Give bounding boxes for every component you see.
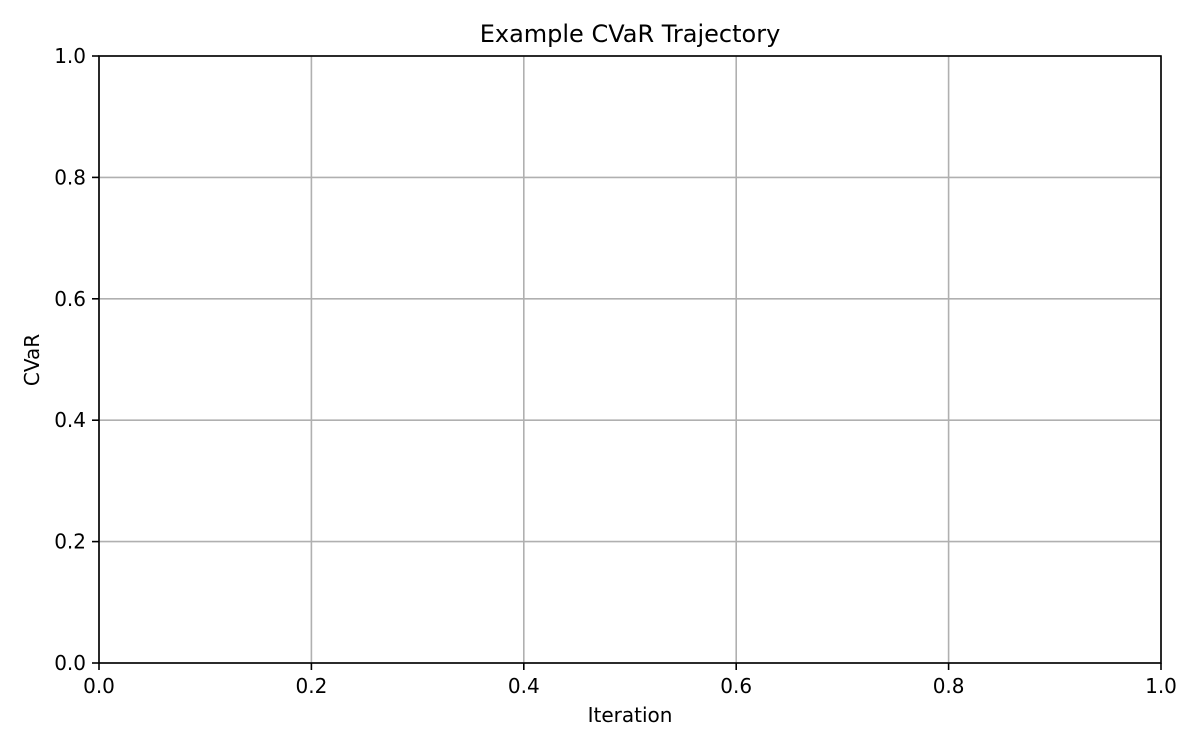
x-tick-label: 0.0 [83,674,115,698]
y-axis-label: CVaR [20,334,44,386]
tick-marks [92,55,1162,670]
chart-title: Example CVaR Trajectory [480,20,781,48]
y-tick-label: 0.8 [54,165,86,189]
y-tick-label: 0.6 [54,287,86,311]
plot-frame [98,55,1162,664]
x-tick-labels: 0.0 0.2 0.4 0.6 0.8 1.0 [83,674,1177,698]
y-tick-label: 1.0 [54,44,86,68]
x-tick-label: 0.4 [508,674,540,698]
x-tick-label: 0.2 [295,674,327,698]
x-tick-label: 1.0 [1145,674,1177,698]
y-tick-label: 0.2 [54,530,86,554]
y-tick-label: 0.4 [54,408,86,432]
x-axis-label: Iteration [588,703,673,727]
plot-area-background [99,56,1161,663]
y-tick-labels: 0.0 0.2 0.4 0.6 0.8 1.0 [54,44,86,675]
x-tick-label: 0.6 [720,674,752,698]
y-tick-label: 0.0 [54,651,86,675]
x-tick-label: 0.8 [933,674,965,698]
